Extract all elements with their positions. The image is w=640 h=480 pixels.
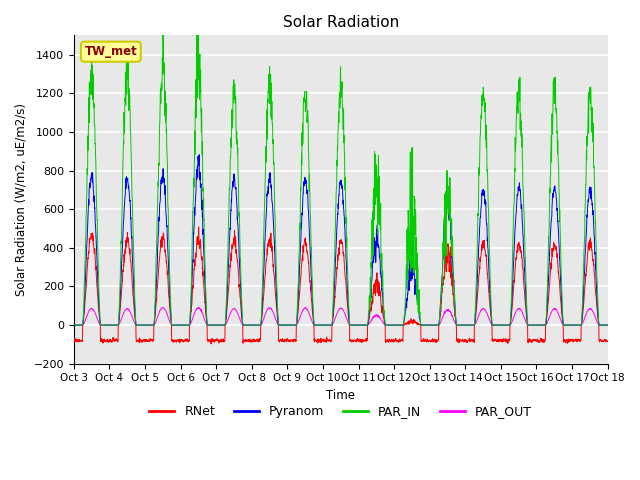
PAR_OUT xyxy=(356,322,364,328)
PAR_IN xyxy=(604,322,612,328)
Line: PAR_IN: PAR_IN xyxy=(74,16,608,325)
PAR_OUT xyxy=(219,322,227,328)
PAR_OUT xyxy=(368,317,376,323)
PAR_OUT xyxy=(557,317,564,323)
PAR_OUT xyxy=(301,304,309,310)
Pyranom xyxy=(496,322,504,328)
PAR_IN xyxy=(70,322,77,328)
RNet xyxy=(220,338,227,344)
Pyranom xyxy=(356,322,364,328)
PAR_OUT xyxy=(496,322,504,328)
PAR_OUT xyxy=(604,322,612,328)
PAR_IN xyxy=(572,322,579,328)
RNet xyxy=(496,336,504,342)
Line: PAR_OUT: PAR_OUT xyxy=(74,307,608,325)
Text: TW_met: TW_met xyxy=(84,45,137,58)
Pyranom xyxy=(70,322,77,328)
RNet xyxy=(70,337,77,343)
PAR_IN xyxy=(219,322,227,328)
Pyranom xyxy=(557,279,564,285)
Pyranom xyxy=(368,276,376,282)
Pyranom xyxy=(219,322,227,328)
PAR_IN xyxy=(195,13,202,19)
PAR_IN xyxy=(368,236,376,242)
Pyranom xyxy=(195,152,203,157)
RNet xyxy=(195,224,202,230)
RNet xyxy=(572,337,580,343)
Line: Pyranom: Pyranom xyxy=(74,155,608,325)
RNet xyxy=(356,336,364,342)
PAR_OUT xyxy=(70,322,77,328)
Legend: RNet, Pyranom, PAR_IN, PAR_OUT: RNet, Pyranom, PAR_IN, PAR_OUT xyxy=(145,400,537,423)
Y-axis label: Solar Radiation (W/m2, uE/m2/s): Solar Radiation (W/m2, uE/m2/s) xyxy=(15,103,28,296)
RNet xyxy=(368,301,376,307)
Title: Solar Radiation: Solar Radiation xyxy=(283,15,399,30)
Pyranom xyxy=(604,322,612,328)
Line: RNet: RNet xyxy=(74,227,608,344)
PAR_IN xyxy=(496,322,504,328)
RNet xyxy=(557,300,564,305)
Pyranom xyxy=(572,322,579,328)
RNet xyxy=(604,338,612,344)
RNet xyxy=(207,341,215,347)
PAR_IN xyxy=(356,322,364,328)
X-axis label: Time: Time xyxy=(326,389,355,402)
PAR_OUT xyxy=(572,322,579,328)
PAR_IN xyxy=(557,249,564,254)
